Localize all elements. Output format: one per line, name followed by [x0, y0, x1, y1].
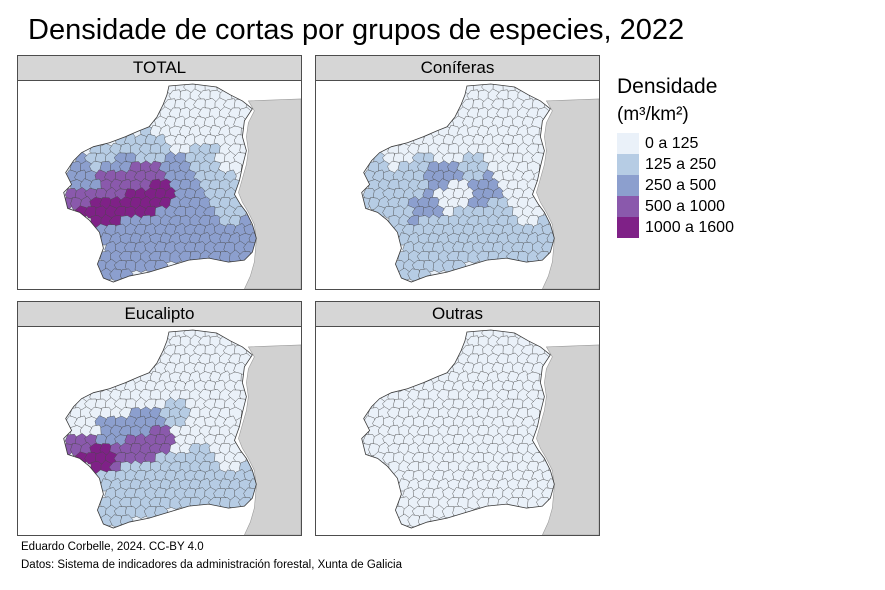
panel-total: TOTAL	[17, 55, 302, 290]
legend-label: 1000 a 1600	[645, 218, 734, 236]
neighbour-region	[536, 98, 599, 289]
neighbour-region	[238, 98, 301, 289]
legend-swatch	[617, 133, 639, 154]
legend-item: 125 a 250	[617, 154, 734, 175]
panel-strip: Eucalipto	[17, 301, 302, 327]
legend-swatch	[617, 217, 639, 238]
legend-title: Densidade	[617, 75, 718, 98]
map-eucalipto	[17, 327, 302, 536]
neighbour-region	[536, 344, 599, 535]
legend-item: 1000 a 1600	[617, 217, 734, 238]
galicia-outline	[361, 83, 555, 283]
galicia-outline	[63, 329, 257, 529]
legend-swatch	[617, 196, 639, 217]
caption-source: Datos: Sistema de indicadores da adminis…	[21, 559, 402, 571]
caption-author: Eduardo Corbelle, 2024. CC-BY 4.0	[21, 541, 204, 553]
legend-unit: (m³/km²)	[617, 104, 689, 125]
panel-strip: TOTAL	[17, 55, 302, 81]
legend-label: 250 a 500	[645, 176, 717, 194]
chart-title: Densidade de cortas por grupos de especi…	[28, 14, 685, 46]
map-coniferas	[315, 81, 600, 290]
panel-strip: Outras	[315, 301, 600, 327]
legend-label: 0 a 125	[645, 134, 699, 152]
legend-swatch	[617, 154, 639, 175]
legend-label: 500 a 1000	[645, 197, 726, 215]
panel-coniferas: Coníferas	[315, 55, 600, 290]
legend-item: 500 a 1000	[617, 196, 734, 217]
galicia-outline	[63, 83, 257, 283]
legend-item: 0 a 125	[617, 133, 734, 154]
map-outras	[315, 327, 600, 536]
map-total	[17, 81, 302, 290]
panel-strip: Coníferas	[315, 55, 600, 81]
legend-swatch	[617, 175, 639, 196]
legend-item: 250 a 500	[617, 175, 734, 196]
neighbour-region	[238, 344, 301, 535]
legend: Densidade (m³/km²) 0 a 125 125 a 250 250…	[617, 70, 734, 238]
galicia-outline	[361, 329, 555, 529]
legend-label: 125 a 250	[645, 155, 717, 173]
panel-outras: Outras	[315, 301, 600, 536]
panel-eucalipto: Eucalipto	[17, 301, 302, 536]
